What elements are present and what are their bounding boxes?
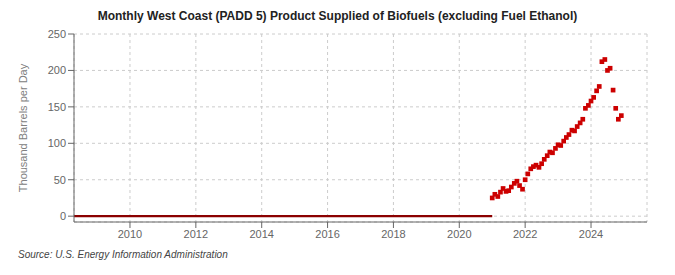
svg-text:2010: 2010 [118, 228, 142, 240]
svg-text:0: 0 [60, 210, 66, 222]
html-text:Source: U.S. Energy Informatio: Source: U.S. Energy Information Administ… [18, 249, 228, 260]
svg-text:100: 100 [48, 137, 66, 149]
html-text:Monthly West Coast (PADD 5) Pr: Monthly West Coast (PADD 5) Product Supp… [97, 9, 578, 23]
svg-text:150: 150 [48, 101, 66, 113]
svg-text:Thousand Barrels per Day: Thousand Barrels per Day [17, 63, 29, 192]
svg-text:50: 50 [54, 174, 66, 186]
svg-text:2018: 2018 [381, 228, 405, 240]
svg-text:2024: 2024 [579, 228, 603, 240]
svg-text:2022: 2022 [513, 228, 537, 240]
svg-text:2012: 2012 [184, 228, 208, 240]
svg-text:2020: 2020 [447, 228, 471, 240]
svg-text:200: 200 [48, 64, 66, 76]
svg-text:2016: 2016 [315, 228, 339, 240]
svg-text:250: 250 [48, 28, 66, 40]
svg-text:2014: 2014 [249, 228, 273, 240]
